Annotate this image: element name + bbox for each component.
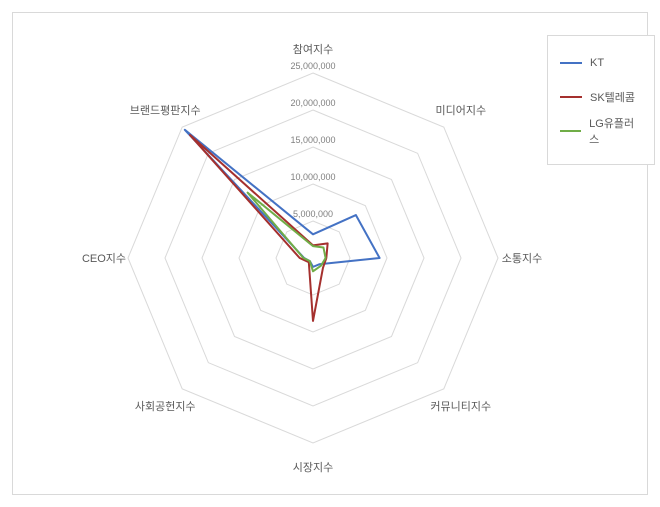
legend-box: KT SK텔레콤 LG유플러스 <box>547 35 655 165</box>
axis-label: CEO지수 <box>82 250 126 266</box>
axis-label: 소통지수 <box>502 250 542 266</box>
axis-label: 브랜드평판지수 <box>130 102 201 118</box>
radar-gridline <box>128 73 498 443</box>
legend-item: LG유플러스 <box>560 114 642 148</box>
axis-label: 사회공헌지수 <box>135 398 196 414</box>
axis-label: 시장지수 <box>293 459 333 475</box>
legend-swatch <box>560 130 581 132</box>
ring-tick-label: 5,000,000 <box>293 209 333 219</box>
axis-label: 커뮤니티지수 <box>430 398 491 414</box>
legend-label: KT <box>590 57 604 69</box>
legend-label: SK텔레콤 <box>590 89 635 105</box>
legend-label: LG유플러스 <box>589 115 642 147</box>
radar-series <box>185 130 380 267</box>
ring-tick-label: 25,000,000 <box>290 61 335 71</box>
ring-tick-label: 10,000,000 <box>290 172 335 182</box>
axis-label: 참여지수 <box>293 41 333 57</box>
chart-frame: 참여지수미디어지수소통지수커뮤니티지수시장지수 사회공헌지수 CEO지수 브랜드평판지… <box>12 12 648 495</box>
radar-gridline <box>276 221 350 295</box>
legend-item: SK텔레콤 <box>560 80 642 114</box>
ring-tick-label: 15,000,000 <box>290 135 335 145</box>
legend-swatch <box>560 96 582 98</box>
legend-swatch <box>560 62 582 64</box>
ring-tick-label: 20,000,000 <box>290 98 335 108</box>
axis-label: 미디어지수 <box>435 102 486 118</box>
radar-gridline <box>165 110 461 406</box>
legend-item: KT <box>560 46 642 80</box>
